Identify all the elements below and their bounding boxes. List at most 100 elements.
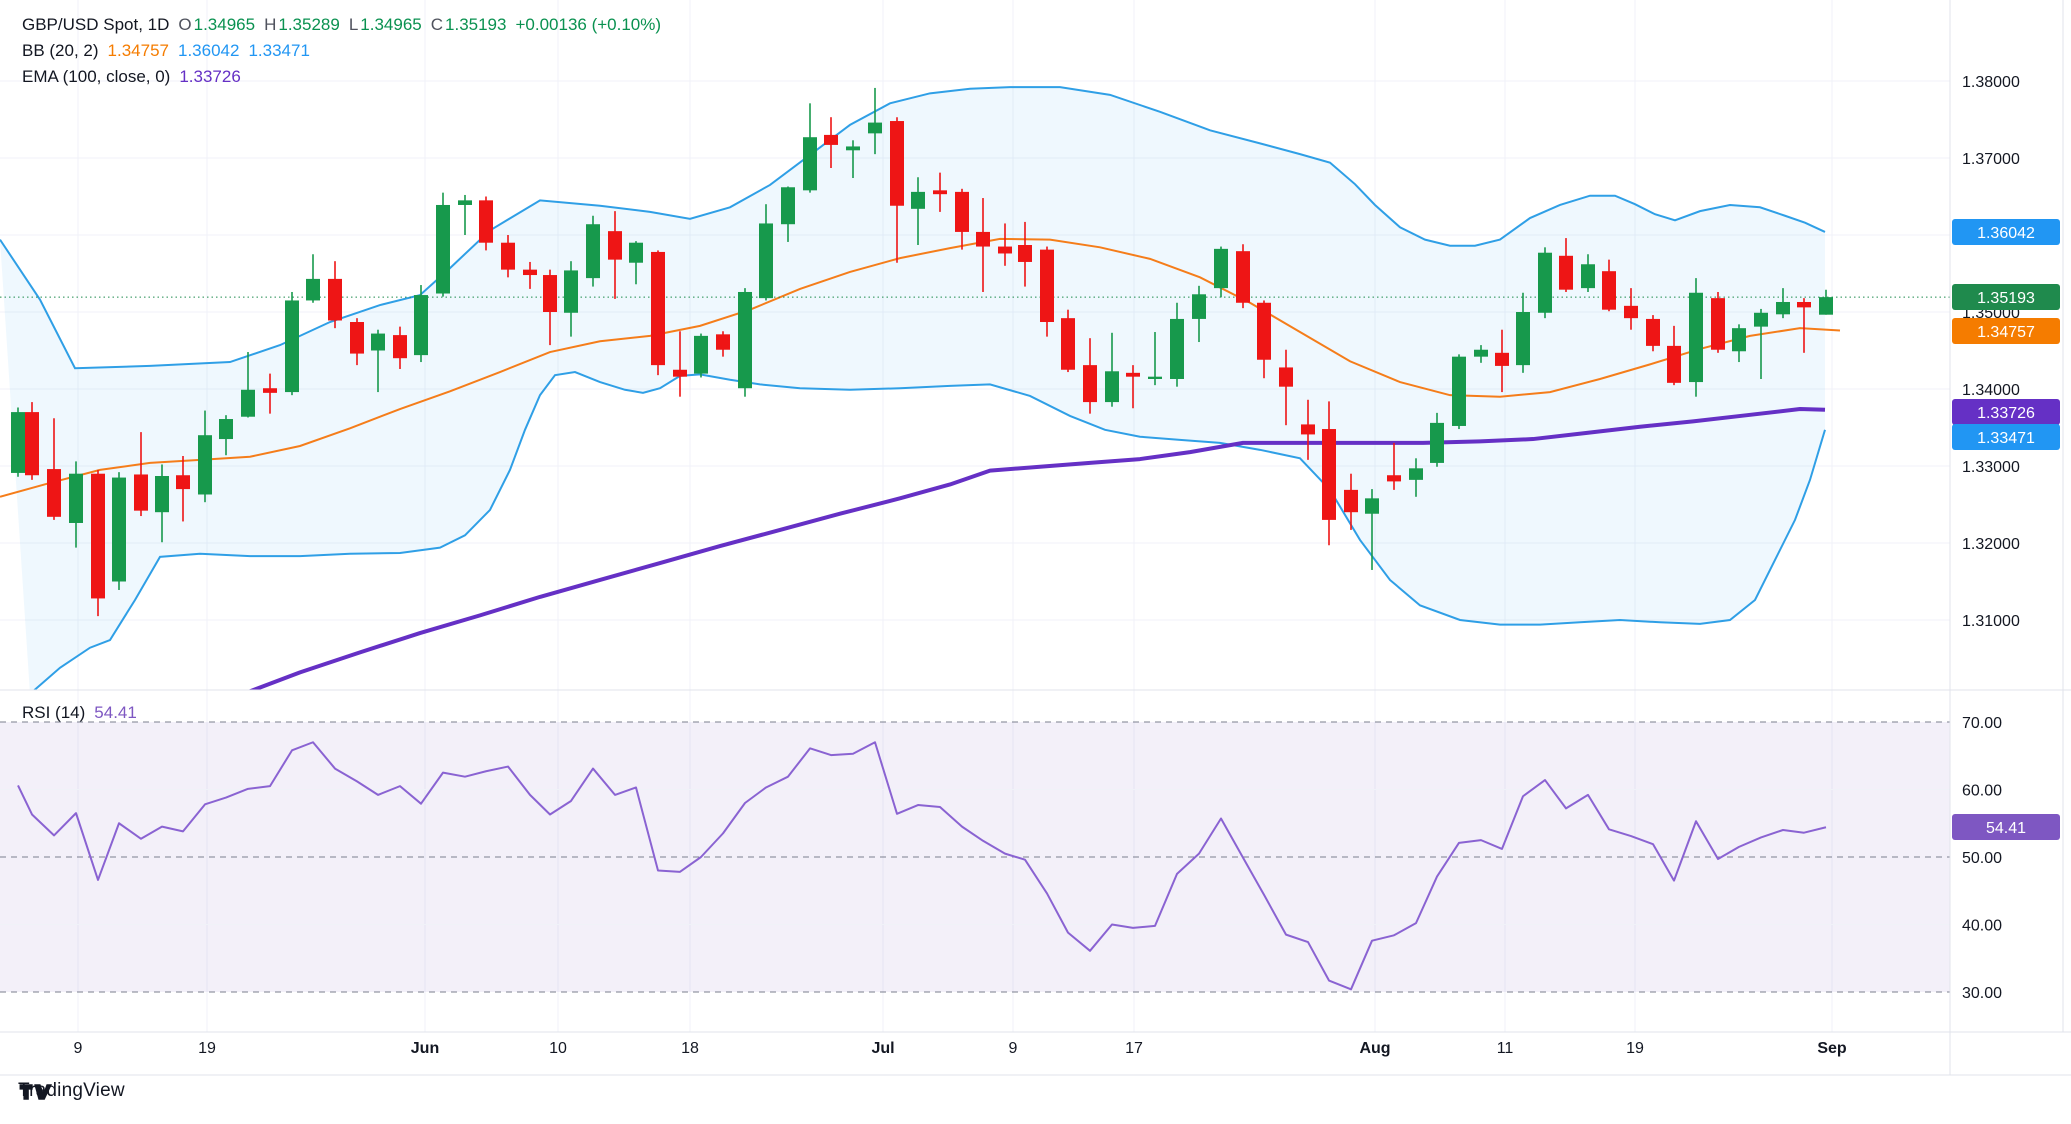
symbol-title: GBP/USD Spot, 1D: [22, 15, 170, 34]
candle-body: [1754, 312, 1768, 327]
candle-body: [198, 435, 212, 495]
candle-body: [241, 389, 255, 417]
price-badge: [1952, 399, 2060, 425]
candle-body: [1495, 352, 1509, 366]
legend-symbol-row[interactable]: GBP/USD Spot, 1D O 1.34965 H 1.35289 L 1.34…: [22, 12, 661, 38]
price-pane[interactable]: [0, 86, 1950, 697]
candle-body: [176, 475, 190, 490]
svg-text:Jun: Jun: [411, 1040, 439, 1057]
candle-body: [738, 291, 752, 389]
candles[interactable]: [11, 87, 1833, 617]
bb-basis-value: 1.34757: [107, 41, 169, 60]
price-badge: [1952, 814, 2060, 840]
close-key: C: [430, 15, 444, 34]
price-scale[interactable]: 1.380001.370001.360001.350001.340001.330…: [1962, 74, 2020, 1002]
candle-body: [1257, 302, 1271, 360]
candle-body: [501, 242, 515, 270]
rsi-pane-background: [0, 721, 1950, 993]
candle-body: [976, 231, 990, 247]
candle-body: [1236, 251, 1250, 303]
svg-text:1.34757: 1.34757: [1977, 324, 2035, 341]
svg-text:Jul: Jul: [871, 1040, 894, 1057]
close-value: 1.35193: [445, 15, 507, 34]
ema-title: EMA (100, close, 0): [22, 67, 171, 86]
bb-basis-line: [0, 237, 1841, 498]
svg-text:50.00: 50.00: [1962, 850, 2002, 867]
low-value: 1.34965: [360, 15, 422, 34]
candle-body: [1667, 345, 1681, 383]
candle-body: [371, 333, 385, 351]
svg-text:60.00: 60.00: [1962, 783, 2002, 800]
candle-body: [716, 334, 730, 350]
time-scale[interactable]: 9 19 Jun 10 18 Jul 9 17 Aug 11 19 Sep: [74, 1040, 1847, 1057]
candle-body: [803, 137, 817, 191]
candle-body: [1559, 255, 1573, 290]
candle-body: [134, 474, 148, 511]
svg-text:1.35193: 1.35193: [1977, 290, 2035, 307]
candle-body: [608, 231, 622, 260]
candle-body: [436, 204, 450, 294]
svg-text:1.31000: 1.31000: [1962, 613, 2020, 630]
candle-body: [69, 473, 83, 523]
legend: GBP/USD Spot, 1D O 1.34965 H 1.35289 L 1.34…: [22, 12, 661, 90]
tradingview-logo[interactable]: TradingView: [18, 1080, 125, 1102]
candle-body: [933, 190, 947, 195]
candle-body: [414, 295, 428, 356]
candle-body: [1301, 424, 1315, 435]
candle-body: [955, 191, 969, 232]
candle-body: [1689, 292, 1703, 383]
candle-body: [523, 269, 537, 276]
change-value: +0.00136 (+0.10%): [515, 15, 662, 34]
candle-body: [1711, 298, 1725, 350]
rsi-title: RSI (14): [22, 703, 86, 722]
candle-body: [1018, 245, 1032, 262]
candle-body: [1624, 305, 1638, 319]
candle-body: [781, 187, 795, 225]
price-badge: [1952, 424, 2060, 450]
svg-text:1.33000: 1.33000: [1962, 459, 2020, 476]
open-value: 1.34965: [193, 15, 256, 34]
legend-ema-row[interactable]: EMA (100, close, 0) 1.33726: [22, 64, 661, 90]
legend-rsi-row[interactable]: RSI (14) 54.41: [22, 700, 137, 726]
open-key: O: [178, 15, 192, 34]
price-badges: 1.36042 1.35193 1.34757 1.33726 1.33471 54.41: [1952, 219, 2060, 840]
candle-body: [328, 278, 342, 321]
rsi-value: 54.41: [94, 703, 137, 722]
candle-body: [1040, 249, 1054, 323]
rsi-pane[interactable]: [17, 741, 1827, 991]
svg-text:40.00: 40.00: [1962, 918, 2002, 935]
svg-text:10: 10: [549, 1040, 567, 1057]
candle-body: [1409, 468, 1423, 480]
candle-body: [1387, 475, 1401, 482]
candle-body: [1538, 252, 1552, 313]
candle-body: [1365, 498, 1379, 514]
candle-body: [1170, 318, 1184, 379]
candle-body: [586, 224, 600, 279]
bb-lower-line: [32, 371, 1826, 690]
candle-body: [1214, 248, 1228, 289]
legend-bb-row[interactable]: BB (20, 2) 1.34757 1.36042 1.33471: [22, 38, 661, 64]
rsi-line: [17, 741, 1827, 991]
pane-borders: [0, 0, 2071, 1076]
candle-body: [1430, 422, 1444, 463]
svg-text:54.41: 54.41: [1986, 820, 2026, 837]
rsi-legend: RSI (14) 54.41: [22, 700, 137, 726]
candle-body: [263, 388, 277, 393]
svg-text:11: 11: [1497, 1040, 1514, 1057]
svg-text:1.32000: 1.32000: [1962, 536, 2020, 553]
candle-body: [824, 134, 838, 145]
candle-body: [1061, 318, 1075, 370]
candle-body: [890, 121, 904, 206]
grid: [0, 0, 1950, 1032]
svg-text:1.36042: 1.36042: [1977, 225, 2035, 242]
svg-text:70.00: 70.00: [1962, 715, 2002, 732]
candle-body: [1279, 367, 1293, 387]
candle-body: [868, 122, 882, 134]
candle-body: [694, 335, 708, 374]
candle-body: [47, 469, 61, 517]
candle-body: [285, 300, 299, 393]
candle-body: [1083, 365, 1097, 403]
candle-body: [1732, 328, 1746, 352]
